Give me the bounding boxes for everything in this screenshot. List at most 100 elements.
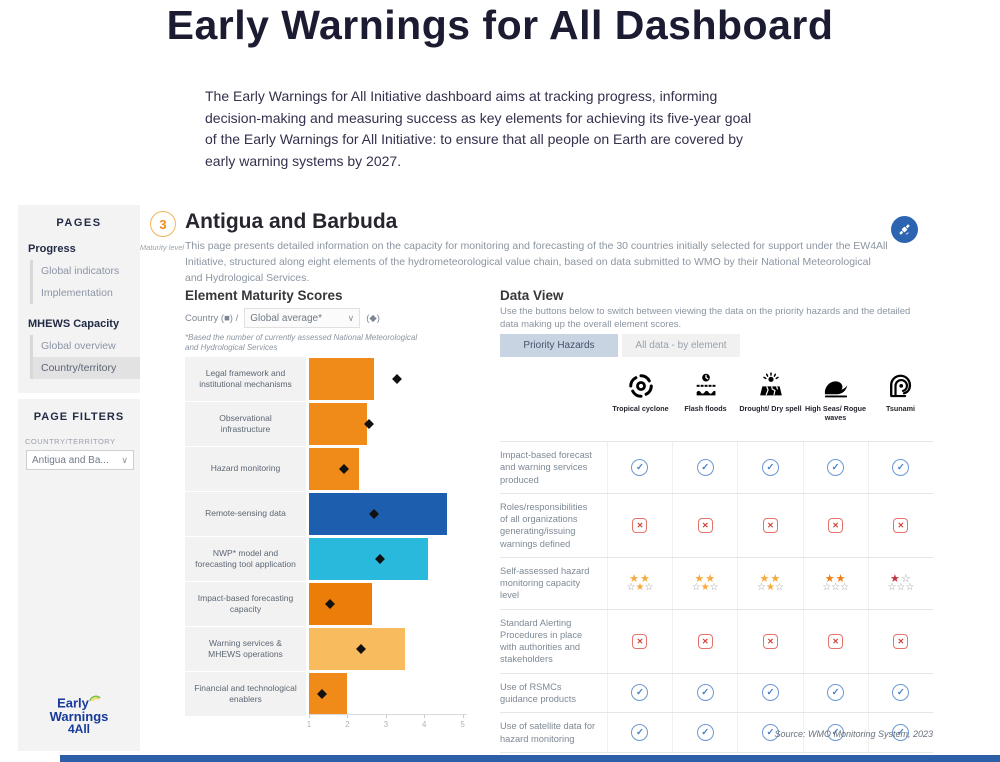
logo-line-4all: 4All: [67, 721, 90, 736]
chart-row-plot: [309, 492, 485, 536]
hazard-data-table: Impact-based forecast and warning servic…: [500, 441, 933, 753]
table-cell: ✕: [867, 609, 933, 673]
sidebar-group-title: MHEWS Capacity: [28, 318, 120, 330]
check-icon: ✓: [696, 458, 714, 476]
logo-line-warnings: Warnings: [49, 708, 109, 724]
chart-row: Legal framework and institutional mechan…: [185, 357, 485, 401]
table-row-label: Roles/responsibilities of all organizati…: [500, 501, 588, 549]
axis-tick: [462, 715, 464, 718]
global-average-diamond: [392, 374, 403, 384]
satellite-icon: [899, 224, 910, 235]
table-cell: ★★ ☆★☆: [606, 557, 672, 609]
table-cell: ✓: [606, 673, 672, 713]
sidebar-item-global-indicators[interactable]: Global indicators: [41, 265, 120, 277]
cyclone-icon: [608, 368, 673, 400]
hazard-header-row: Tropical cyclone Flash floods Drought/ Dry…: [500, 368, 933, 423]
star-rating-bottom: ☆★☆: [756, 581, 784, 593]
chart-row-label: Impact-based forecasting capacity: [185, 582, 306, 626]
sidebar-item-global-overview[interactable]: Global overview: [41, 340, 116, 352]
table-cell: ✕: [802, 609, 868, 673]
check-icon: ✓: [761, 684, 779, 702]
star-rating-top: ★★: [694, 572, 717, 585]
comparison-dropdown[interactable]: Global average* ∨: [244, 308, 361, 328]
country-filter-dropdown[interactable]: Antigua and Ba... ∨: [26, 450, 134, 470]
country-score-bar[interactable]: [309, 403, 367, 445]
cross-icon: ✕: [697, 517, 713, 533]
chart-row: Impact-based forecasting capacity: [185, 582, 485, 626]
axis-tick-label: 5: [460, 720, 465, 729]
table-cell: ★★ ☆★☆: [737, 557, 802, 609]
table-cell: ✓: [606, 713, 672, 752]
axis-tick: [347, 715, 349, 718]
table-cell: ✕: [737, 493, 802, 557]
hazard-label: Drought/ Dry spell: [739, 404, 802, 413]
table-cell: ★★ ☆☆☆: [802, 557, 868, 609]
comparison-dropdown-value: Global average*: [250, 312, 322, 324]
footer-bar: [60, 755, 1000, 762]
button-priority-hazards[interactable]: Priority Hazards: [500, 334, 618, 357]
cross-icon: ✕: [828, 633, 844, 649]
ew4all-logo: Early Warnings 4All: [18, 693, 140, 735]
satellite-button[interactable]: [891, 216, 918, 243]
chart-row: Remote-sensing data: [185, 492, 485, 536]
chart-row-plot: [309, 672, 485, 716]
chart-row: Warning services & MHEWS operations: [185, 627, 485, 671]
table-cell: ✕: [672, 609, 737, 673]
cross-icon: ✕: [632, 633, 648, 649]
cross-icon: ✕: [762, 633, 778, 649]
chart-row-label: Financial and technological enablers: [185, 672, 306, 716]
hazard-column-high-seas: High Seas/ Rogue waves: [803, 368, 868, 423]
star-rating-top: ★★: [629, 572, 651, 585]
sidebar-item-implementation[interactable]: Implementation: [41, 287, 113, 299]
flash-floods-icon: [673, 368, 738, 400]
hazard-label: Tropical cyclone: [612, 404, 669, 413]
button-all-data-by-element[interactable]: All data - by element: [622, 334, 740, 357]
cross-icon: ✕: [632, 517, 648, 533]
country-filter-label: COUNTRY/TERRITORY: [25, 437, 116, 446]
country-score-bar[interactable]: [309, 673, 348, 715]
maturity-level-label: Maturity level: [139, 243, 185, 252]
check-icon: ✓: [631, 458, 649, 476]
table-cell: ✕: [802, 493, 868, 557]
chart-controls: Country (■) / Global average* ∨ (◆): [185, 308, 380, 328]
country-score-bar[interactable]: [309, 358, 375, 400]
chart-row-plot: [309, 627, 485, 671]
chart-row-label: Observational infrastructure: [185, 402, 306, 446]
chart-row-plot: [309, 402, 485, 446]
table-row: Impact-based forecast and warning servic…: [500, 441, 933, 493]
chart-row: Financial and technological enablers: [185, 672, 485, 716]
table-cell: ★☆ ☆☆☆: [867, 557, 933, 609]
table-row-label: Use of RSMCs guidance products: [500, 681, 576, 704]
sidebar-groups: Progress Global indicators Implementation M…: [28, 243, 140, 379]
country-score-bar[interactable]: [309, 448, 359, 490]
sidebar-item-country-territory[interactable]: Country/territory: [33, 357, 140, 379]
star-rating-top: ★★: [824, 572, 847, 585]
sidebar-group-items: Global overview Country/territory: [30, 335, 140, 379]
country-score-bar[interactable]: [309, 583, 373, 625]
data-view-buttons: Priority Hazards All data - by element: [500, 334, 740, 357]
star-rating-top: ★☆: [890, 572, 912, 585]
check-icon: ✓: [827, 724, 845, 742]
table-cell: ✓: [672, 713, 737, 752]
table-cell: ★★ ☆★☆: [672, 557, 737, 609]
hazard-label: Tsunami: [885, 404, 916, 413]
sidebar: PAGES Progress Global indicators Implement…: [18, 205, 140, 751]
star-rating-bottom: ☆★☆: [691, 581, 719, 593]
check-icon: ✓: [892, 684, 910, 702]
star-rating-top: ★★: [759, 572, 782, 585]
star-rating-bottom: ☆☆☆: [887, 581, 915, 593]
axis-tick: [424, 715, 426, 718]
data-view-title: Data View: [500, 288, 564, 303]
page-title: Early Warnings for All Dashboard: [166, 2, 834, 48]
table-row-label: Standard Alerting Procedures in place wi…: [500, 617, 583, 665]
table-cell: ✓: [867, 713, 933, 752]
chart-x-axis: 1 2 3 4 5: [307, 714, 467, 729]
table-cell: ✓: [802, 673, 868, 713]
country-score-bar[interactable]: [309, 538, 429, 580]
table-row-label: Use of satellite data for hazard monitor…: [500, 721, 596, 744]
chart-footnote: *Based the number of currently assessed …: [185, 333, 418, 353]
star-rating: ★★ ☆★☆: [691, 572, 719, 593]
hazard-header-spacer: [500, 368, 608, 423]
table-cell: ✕: [606, 493, 672, 557]
